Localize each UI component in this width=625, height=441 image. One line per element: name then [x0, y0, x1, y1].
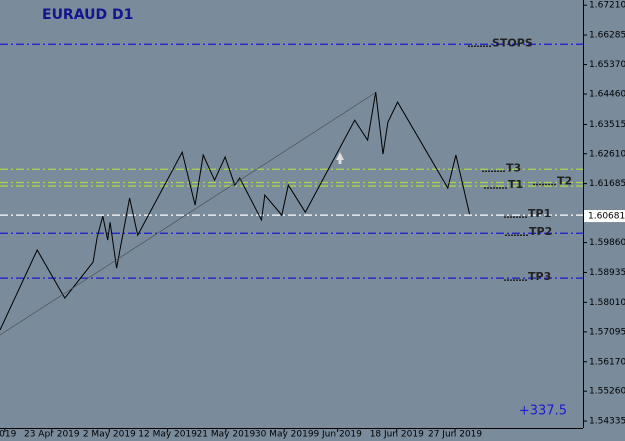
- level-label: TP2: [529, 225, 552, 238]
- y-tick-label: 1.55260: [589, 387, 625, 397]
- y-tick-label: 1.63515: [589, 120, 625, 130]
- annotation: +337.5: [519, 404, 567, 419]
- chart-title: EURAUD D1: [42, 7, 133, 23]
- y-tick-label: 1.66285: [589, 31, 625, 41]
- y-tick-label: 1.61685: [589, 179, 625, 189]
- y-tick-label: 1.58935: [589, 268, 625, 278]
- x-tick-label: 12 May 2019: [138, 430, 197, 440]
- level-label: T3: [506, 161, 521, 174]
- level-label: TP1: [528, 207, 551, 220]
- x-tick-label: 21 May 2019: [197, 430, 256, 440]
- x-tick-label: 2 May 2019: [83, 430, 136, 440]
- y-tick-label: 1.65370: [589, 60, 625, 70]
- y-tick-label: 1.62610: [589, 149, 625, 159]
- x-tick-label: 18 Jun 2019: [370, 430, 424, 440]
- price-line: [0, 92, 376, 336]
- level-label: T2: [557, 175, 572, 188]
- arrow-icon: [336, 152, 344, 164]
- price-box: [584, 210, 625, 223]
- y-tick-label: 1.67210: [589, 1, 625, 11]
- y-tick-label: 1.59860: [589, 238, 625, 248]
- x-tick-label: 9 Jun 2019: [313, 430, 362, 440]
- y-tick-label: 1.57095: [589, 327, 625, 337]
- level-label: T1: [508, 178, 523, 191]
- x-tick-label: 30 May 2019: [255, 430, 314, 440]
- level-label: STOPS: [492, 36, 533, 49]
- y-tick-label: 1.56170: [589, 357, 625, 367]
- y-tick-label: 1.54335: [589, 417, 625, 427]
- price-label: 1.60681: [588, 212, 625, 222]
- y-tick-label: 1.58010: [589, 298, 625, 308]
- x-tick-label: 2019: [0, 430, 17, 440]
- price-line: [0, 92, 471, 331]
- y-tick-label: 1.64460: [589, 89, 625, 99]
- x-tick-label: 27 Jun 2019: [428, 430, 482, 440]
- level-label: TP3: [528, 270, 551, 283]
- x-tick-label: 23 Apr 2019: [24, 430, 80, 440]
